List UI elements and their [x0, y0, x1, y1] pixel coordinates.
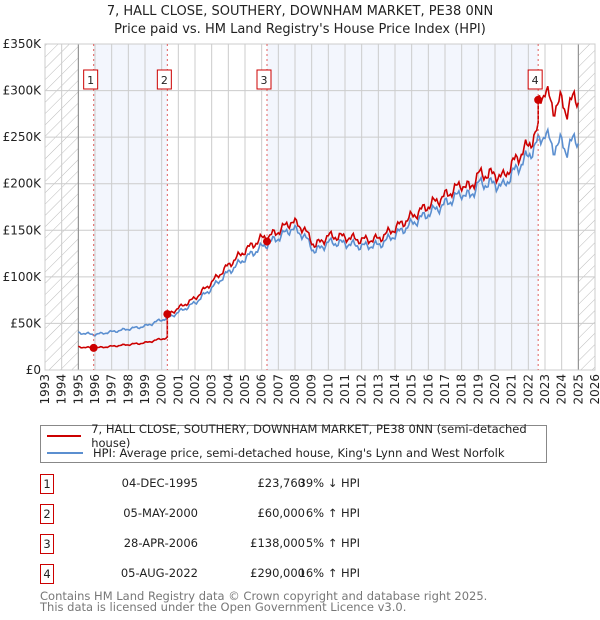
x-tick-label: 2025 — [571, 374, 585, 405]
x-tick-label: 2009 — [305, 374, 319, 405]
legend-item-property: 7, HALL CLOSE, SOUTHERY, DOWNHAM MARKET,… — [47, 422, 546, 450]
x-tick-label: 2001 — [171, 374, 185, 405]
legend: 7, HALL CLOSE, SOUTHERY, DOWNHAM MARKET,… — [40, 422, 547, 463]
x-tick-label: 2021 — [505, 374, 519, 405]
sale-label: 4 — [532, 74, 539, 87]
sale-date: 05-MAY-2000 — [123, 506, 198, 520]
x-tick-label: 2003 — [205, 374, 219, 405]
sale-point — [89, 343, 98, 352]
sale-date: 05-AUG-2022 — [120, 566, 198, 580]
plot-frame — [44, 43, 596, 371]
x-tick-label: 2008 — [288, 374, 302, 405]
x-tick-label: 1999 — [138, 374, 152, 405]
y-tick-label: £0 — [26, 363, 41, 377]
footer-licence: This data is licensed under the Open Gov… — [40, 600, 407, 614]
x-tick-label: 2006 — [255, 374, 269, 405]
sale-price: £60,000 — [257, 506, 305, 520]
x-tick-label: 2002 — [188, 374, 202, 405]
x-tick-label: 2004 — [221, 374, 235, 405]
sale-date: 04-DEC-1995 — [121, 476, 198, 490]
shade-band — [267, 44, 539, 370]
sale-label: 2 — [161, 74, 168, 87]
x-tick-label: 2010 — [321, 374, 335, 405]
x-tick-label: 2015 — [405, 374, 419, 405]
y-tick-label: £250K — [3, 130, 43, 144]
sale-number-badge: 4 — [40, 564, 54, 584]
y-tick-label: £350K — [3, 37, 43, 51]
x-tick-label: 2024 — [555, 374, 569, 405]
sale-point — [263, 237, 271, 246]
x-tick-label: 2023 — [538, 374, 552, 405]
y-tick-label: £300K — [3, 84, 43, 98]
sale-point — [163, 310, 172, 319]
sale-label-box — [83, 69, 99, 90]
x-tick-label: 2012 — [355, 374, 369, 405]
legend-label-property: 7, HALL CLOSE, SOUTHERY, DOWNHAM MARKET,… — [91, 422, 527, 450]
sale-date: 28-APR-2006 — [123, 536, 198, 550]
x-tick-label: 2019 — [471, 374, 485, 405]
x-tick-label: 2011 — [338, 374, 352, 405]
no-data-hatch — [578, 44, 595, 370]
sale-label-box — [527, 69, 543, 90]
sale-label-box — [156, 69, 172, 90]
x-tick-label: 2007 — [271, 374, 285, 405]
sale-point — [534, 95, 543, 104]
x-tick-label: 1998 — [121, 374, 135, 405]
legend-swatch-property — [47, 435, 82, 437]
sale-label: 3 — [261, 74, 268, 87]
x-tick-label: 2026 — [588, 374, 600, 405]
x-tick-label: 2005 — [238, 374, 252, 405]
y-tick-label: £50K — [10, 316, 42, 330]
x-tick-label: 2020 — [488, 374, 502, 405]
x-tick-label: 2013 — [371, 374, 385, 405]
x-tick-label: 2014 — [388, 374, 402, 405]
sale-hpi-diff: 5% ↑ HPI — [305, 536, 360, 550]
sale-price: £138,000 — [250, 536, 305, 550]
y-tick-label: £150K — [3, 223, 43, 237]
x-tick-label: 1997 — [105, 374, 119, 405]
sale-price: £290,000 — [250, 566, 305, 580]
sale-label-box — [256, 69, 272, 90]
y-tick-label: £200K — [3, 177, 43, 191]
footer-copyright: Contains HM Land Registry data © Crown c… — [40, 589, 488, 603]
sale-label: 1 — [87, 74, 94, 87]
chart-subtitle: Price paid vs. HM Land Registry's House … — [114, 22, 486, 37]
legend-label-hpi: HPI: Average price, semi-detached house,… — [93, 446, 505, 460]
sale-number-badge: 1 — [40, 474, 54, 494]
chart-title: 7, HALL CLOSE, SOUTHERY, DOWNHAM MARKET,… — [106, 4, 494, 19]
x-tick-label: 1995 — [71, 374, 85, 405]
property-price-line — [78, 86, 580, 350]
price-chart: 1993 1994 1995 1996 1997 1998 1999 2000 2001 2002… — [3, 37, 600, 405]
y-tick-label: £100K — [3, 270, 43, 284]
hpi-line — [77, 126, 580, 337]
x-tick-label: 1994 — [55, 374, 69, 405]
sale-hpi-diff: 16% ↑ HPI — [298, 566, 360, 580]
sale-number-badge: 2 — [40, 504, 54, 524]
legend-swatch-hpi — [47, 452, 83, 454]
sale-price: £23,760 — [257, 476, 305, 490]
x-tick-label: 1996 — [88, 374, 102, 405]
shade-band — [93, 44, 168, 370]
x-tick-label: 2000 — [155, 374, 169, 405]
x-tick-label: 1993 — [38, 374, 52, 405]
x-tick-label: 2016 — [421, 374, 435, 405]
legend-item-hpi: HPI: Average price, semi-detached house,… — [47, 445, 505, 461]
sale-hpi-diff: 6% ↑ HPI — [305, 506, 360, 520]
sale-number-badge: 3 — [40, 534, 54, 554]
x-tick-label: 2018 — [455, 374, 469, 405]
sale-hpi-diff: 39% ↓ HPI — [298, 476, 360, 490]
x-tick-label: 2022 — [521, 374, 535, 405]
x-tick-label: 2017 — [438, 374, 452, 405]
